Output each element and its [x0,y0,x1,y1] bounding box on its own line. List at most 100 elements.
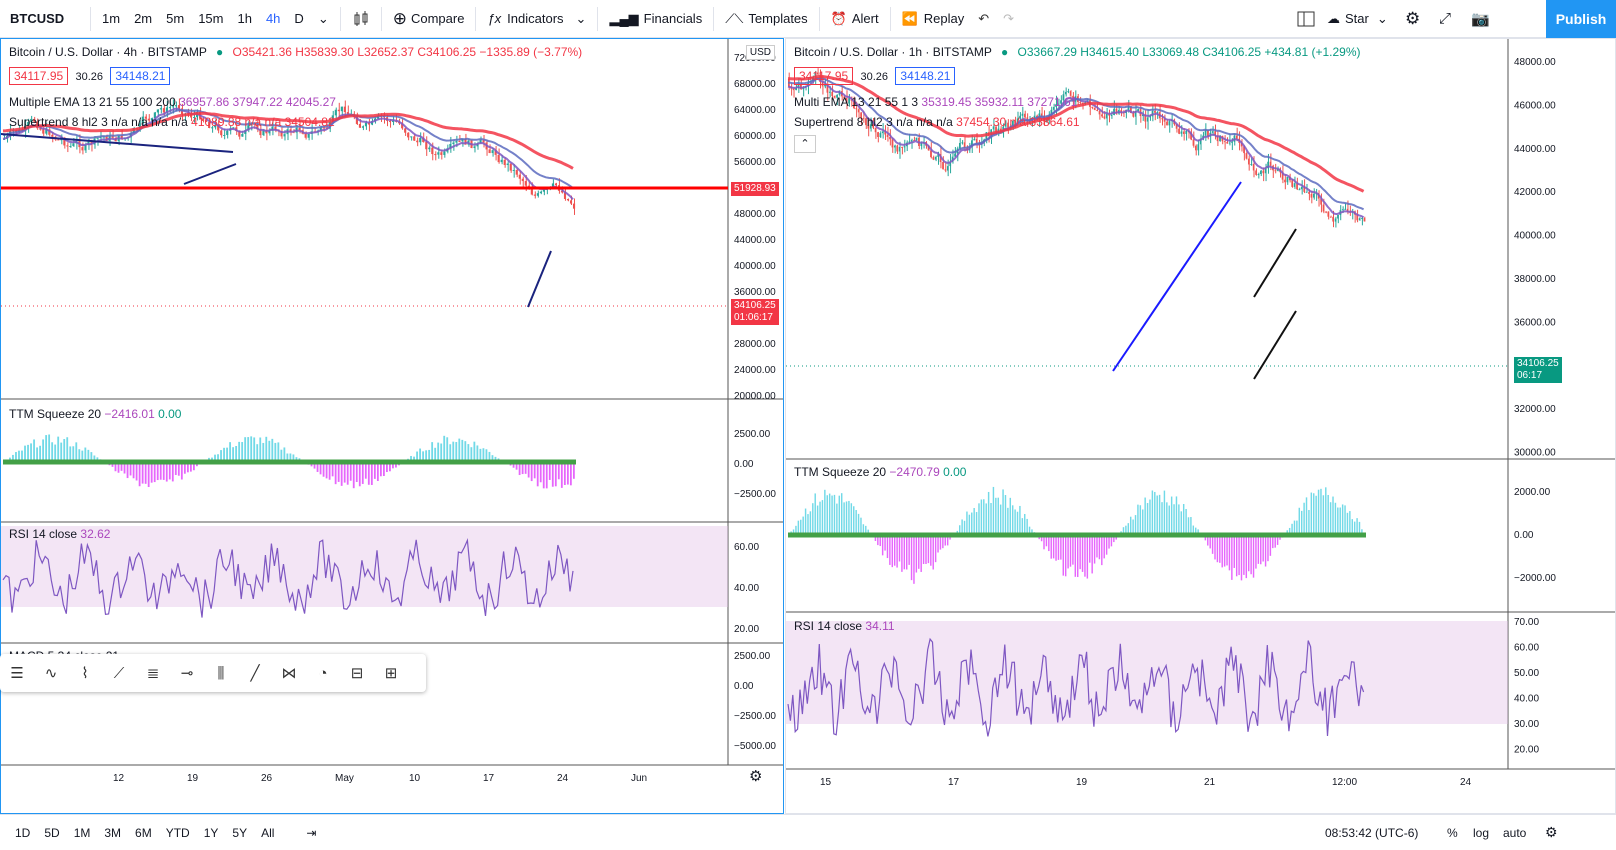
gear-icon[interactable]: ⚙ [749,768,763,785]
ttm-bar [1004,495,1007,535]
interval-1m[interactable]: 1m [102,11,121,26]
ttm-bar [1334,502,1337,535]
templates-button[interactable]: ⟋⟍ Templates [718,0,814,38]
candle-body [156,109,159,113]
bid-price[interactable]: 34117.95 [9,67,69,85]
interval-1h[interactable]: 1h [237,11,252,26]
ttm-bar [937,535,939,553]
compare-button[interactable]: ⊕ Compare [386,0,472,38]
candle-body [795,87,797,91]
clock[interactable]: 08:53:42 (UTC-6) [1325,825,1419,840]
interval-5m[interactable]: 5m [166,11,185,26]
ttm-bar [1337,507,1339,535]
symbol-search[interactable]: BTCUSD [10,11,65,26]
interval-4h[interactable]: 4h [265,11,281,26]
wave-12345-icon[interactable]: ∿ [44,665,58,682]
financials-button[interactable]: ▂▄▆ Financials [602,0,709,38]
ttm-bar [843,502,845,535]
redo-icon[interactable]: ↷ [1003,10,1015,26]
ema-line [2,111,574,170]
vlines-icon[interactable]: ⫼ [217,664,225,682]
candle-body [1127,106,1130,110]
percent-toggle[interactable]: % [1447,825,1458,840]
range-5y[interactable]: 5Y [232,825,248,840]
candles-icon[interactable] [345,0,377,38]
ttm-bar [379,462,382,477]
drag-handle-icon[interactable]: ☰ [10,665,24,682]
range-1d[interactable]: 1D [15,825,31,840]
candle-body [211,127,214,129]
ask-price[interactable]: 34148.21 [895,67,956,85]
candle-body [153,112,156,119]
replay-button[interactable]: ⏪ Replay [895,0,972,38]
candle-body [250,123,253,126]
indicators-label: Indicators [507,11,564,26]
auto-toggle[interactable]: auto [1503,825,1527,840]
gear-icon[interactable]: ⚙ [1405,8,1421,28]
left-chart-pane[interactable]: 72000.0068000.0064000.0060000.0056000.00… [0,38,784,814]
candle-body [1190,132,1192,140]
ttm-bar [944,535,946,546]
range-5d[interactable]: 5D [44,825,60,840]
range-ytd[interactable]: YTD [165,825,190,840]
range-all[interactable]: All [261,825,275,840]
ttm-bar [1175,496,1178,535]
fullscreen-icon[interactable]: ⤢ [1439,10,1452,27]
ttm-bar [1007,507,1009,535]
candle-body [452,142,455,144]
undo-icon[interactable]: ↶ [978,10,990,26]
ttm-bar [476,445,479,462]
currency-badge[interactable]: USD [745,45,775,60]
bid-price[interactable]: 34117.95 [794,67,854,85]
interval-d[interactable]: D [294,11,304,26]
candle-body [1195,145,1197,151]
publish-button[interactable]: Publish [1546,0,1616,38]
ask-price[interactable]: 34148.21 [110,67,171,85]
candle-body [503,159,506,165]
ttm-bar [1288,527,1291,535]
candle-body [1214,131,1216,136]
range-1y[interactable]: 1Y [203,825,219,840]
right-chart-pane[interactable]: 48000.00 46000.00 44000.00 42000.00 40000.00… [785,38,1616,814]
camera-icon[interactable]: 📷 [1471,10,1490,28]
range-6m[interactable]: 6M [135,825,152,840]
candle-body [1040,113,1043,116]
candle-body [256,124,259,130]
log-toggle[interactable]: log [1473,825,1490,840]
candle-body [1303,186,1306,192]
left-chart-canvas[interactable]: 72000.0068000.0064000.0060000.0056000.00… [1,39,784,814]
ttm-bar [69,446,72,462]
right-chart-canvas[interactable]: 48000.00 46000.00 44000.00 42000.00 40000.00… [786,39,1616,814]
gear-icon[interactable]: ⚙ [1545,824,1558,840]
candle-body [404,128,407,133]
range-3m[interactable]: 3M [104,825,122,840]
goto-date-icon[interactable]: ⇥ [306,825,317,840]
candle-body [1091,106,1094,108]
alert-button[interactable]: ⏰ Alert [824,0,886,38]
chevron-down-icon[interactable]: ⌄ [317,10,329,26]
ranges-icon[interactable]: ⊟ [350,665,364,682]
candle-body [898,146,901,152]
ttm-bar [446,437,449,462]
wave-abc-icon[interactable]: ⌇ [81,665,89,682]
interval-15m[interactable]: 15m [198,11,224,26]
spiral-icon[interactable]: ◔ [318,664,328,682]
candle-body [1132,112,1135,117]
star-button[interactable]: ☁ Star ⌄ [1320,0,1395,38]
range-1m[interactable]: 1M [73,825,91,840]
levels-icon[interactable]: ⊞ [384,665,398,682]
candle-body [569,200,573,204]
candle-body [816,72,819,75]
fib-icon[interactable]: ≣ [146,665,160,682]
hline-icon[interactable]: ⊸ [180,665,194,682]
supertrend-label: Supertrend 8 hl2 3 n/a n/a n/a [794,115,953,129]
pattern-icon[interactable]: ⋈ [281,665,297,682]
layout-icon[interactable] [1290,0,1322,38]
interval-2m[interactable]: 2m [134,11,153,26]
candle-body [893,145,896,148]
ray-icon[interactable]: ╱ [250,665,260,682]
ttm-bar [482,448,485,462]
indicators-button[interactable]: ƒx Indicators ⌄ [480,0,593,38]
trendline-icon[interactable]: ⟋ [113,664,125,682]
collapse-legend-icon[interactable]: ⌃ [794,135,816,153]
